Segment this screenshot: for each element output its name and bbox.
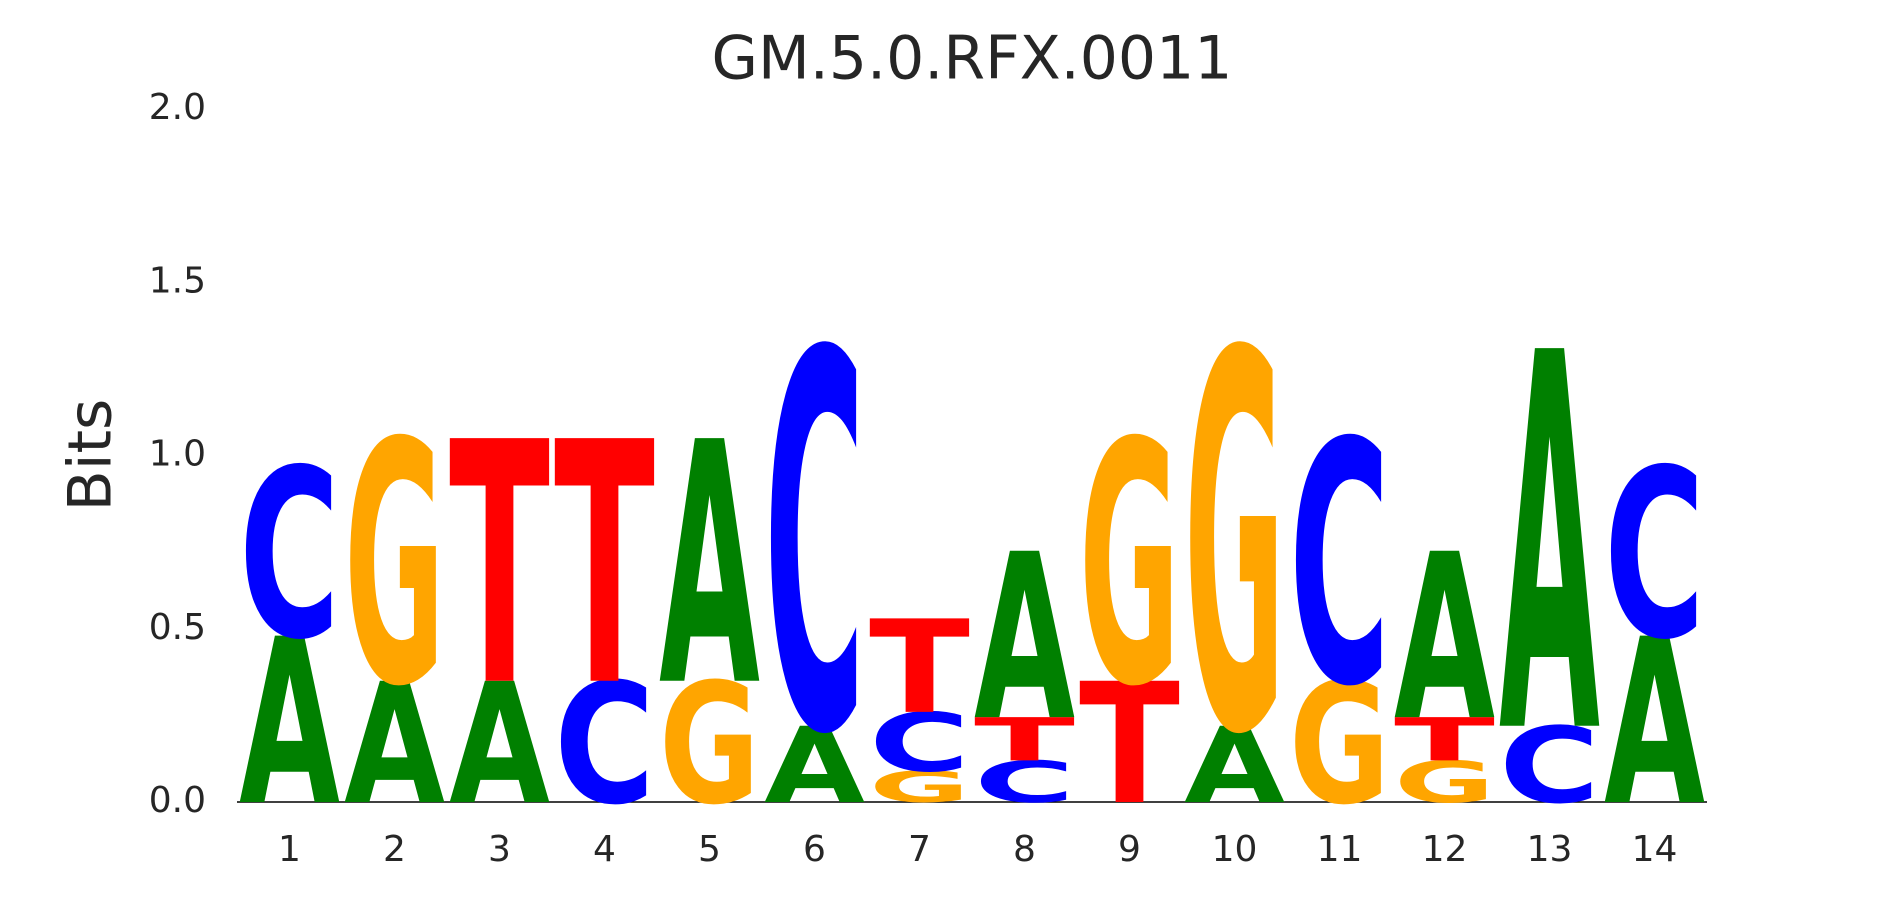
letter-glyph: G [1079, 372, 1180, 759]
letter-glyph: A [1499, 245, 1601, 848]
x-tick-label: 4 [593, 829, 616, 870]
letter-glyph: G [1184, 245, 1285, 848]
letter-glyph: C [239, 421, 340, 691]
x-tick-label: 1 [278, 829, 301, 870]
letter-glyph: A [659, 372, 760, 759]
x-tick-label: 12 [1422, 829, 1468, 870]
y-tick-label: 0.5 [149, 607, 206, 648]
letter-glyph: A [974, 506, 1075, 772]
x-tick-label: 14 [1632, 829, 1678, 870]
x-tick-label: 6 [803, 829, 826, 870]
letter-glyph: A [449, 649, 550, 842]
letter-glyph: C [1604, 421, 1705, 691]
letter-glyph: A [1394, 506, 1495, 772]
x-tick-label: 13 [1527, 829, 1573, 870]
letter-glyph: C [869, 697, 970, 790]
x-tick-label: 11 [1317, 829, 1363, 870]
letter-glyph: C [1289, 372, 1390, 759]
letter-glyph: C [554, 649, 655, 842]
letter-glyph: T [974, 706, 1075, 775]
x-tick-label: 7 [908, 829, 931, 870]
letter-glyph: A [764, 706, 865, 828]
letter-glyph: C [974, 749, 1075, 816]
letter-glyph: A [1184, 706, 1285, 828]
x-tick-label: 3 [488, 829, 511, 870]
letter-glyph: T [869, 594, 970, 743]
letter-glyph: G [1289, 649, 1390, 842]
letter-glyph: T [1394, 706, 1495, 775]
y-tick-label: 2.0 [149, 87, 206, 128]
x-tick-label: 2 [383, 829, 406, 870]
y-tick-label: 1.5 [149, 260, 206, 301]
y-tick-label: 1.0 [149, 434, 206, 475]
x-tick-label: 8 [1013, 829, 1036, 870]
x-tick-label: 10 [1212, 829, 1258, 870]
y-axis-label: Bits [56, 399, 126, 512]
letter-glyph: T [449, 372, 550, 759]
letter-glyph: G [1394, 749, 1495, 816]
letter-glyph: G [344, 372, 445, 759]
x-tick-label: 5 [698, 829, 721, 870]
letter-glyph: T [1079, 649, 1180, 842]
letter-glyph: G [869, 763, 970, 813]
letter-glyph: A [344, 649, 445, 842]
y-tick-label: 0.0 [149, 780, 206, 821]
letter-glyph: A [1604, 591, 1705, 857]
letter-glyph: G [659, 649, 760, 842]
letter-glyph: A [239, 591, 340, 857]
x-tick-label: 9 [1118, 829, 1141, 870]
letter-glyph: C [764, 245, 865, 848]
chart-title: GM.5.0.RFX.0011 [712, 24, 1233, 94]
letter-glyph: T [554, 372, 655, 759]
letter-glyph: C [1499, 706, 1600, 828]
